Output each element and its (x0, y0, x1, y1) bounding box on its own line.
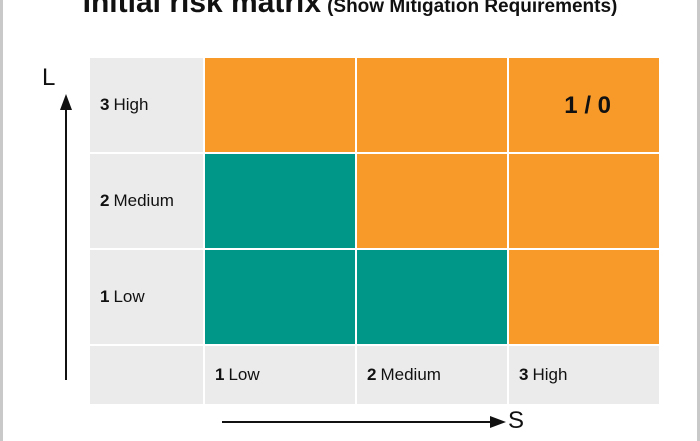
column-label-num: 3 (519, 365, 529, 384)
cell-medium-low[interactable] (205, 154, 355, 248)
likelihood-arrow-head (60, 94, 72, 110)
row-label-high: 3 High (90, 58, 203, 152)
severity-axis-label: S (508, 407, 525, 434)
column-label-text: Medium (380, 365, 441, 384)
row-label-text: Low (113, 287, 145, 306)
cell-low-medium[interactable] (357, 250, 507, 344)
column-label-text: Low (228, 365, 260, 384)
row-label-num: 3 (100, 95, 110, 114)
cell-medium-high[interactable] (509, 154, 659, 248)
risk-count: 1 / 0 (564, 92, 611, 119)
cell-high-low[interactable] (205, 58, 355, 152)
column-label-high: 3 High (509, 346, 659, 404)
column-label-num: 2 (367, 365, 377, 384)
severity-arrow-head (490, 416, 506, 428)
page-title: Initial risk matrix (Show Mitigation Requ… (0, 0, 700, 20)
column-label-text: High (532, 365, 568, 384)
row-label-low: 1 Low (90, 250, 203, 344)
column-label-low: 1 Low (205, 346, 355, 404)
row-label-num: 1 (100, 287, 110, 306)
likelihood-axis-label: L (42, 64, 56, 91)
matrix-corner (90, 346, 203, 404)
column-label-num: 1 (215, 365, 225, 384)
cell-medium-medium[interactable] (357, 154, 507, 248)
title-main: Initial risk matrix (82, 0, 322, 19)
title-sub: (Show Mitigation Requirements) (327, 0, 618, 17)
row-label-text: High (113, 95, 149, 114)
cell-low-low[interactable] (205, 250, 355, 344)
cell-high-medium[interactable] (357, 58, 507, 152)
row-label-num: 2 (100, 191, 110, 210)
cell-low-high[interactable] (509, 250, 659, 344)
column-label-medium: 2 Medium (357, 346, 507, 404)
row-label-text: Medium (113, 191, 174, 210)
row-label-medium: 2 Medium (90, 154, 203, 248)
cell-high-high[interactable]: 1 / 0 (509, 58, 659, 152)
